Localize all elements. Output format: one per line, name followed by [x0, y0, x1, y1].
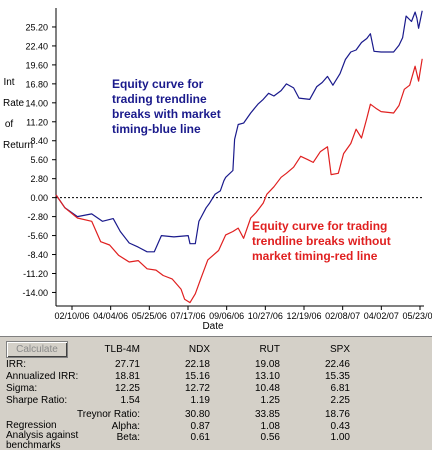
stat-value: 10.48 — [254, 383, 280, 394]
stat-value: 12.72 — [184, 383, 210, 394]
red-annotation-line: market timing-red line — [252, 249, 378, 263]
column-header: TLB-4M — [104, 344, 140, 355]
y-tick-label: 25.20 — [25, 22, 48, 32]
y-tick-label: 2.80 — [30, 174, 48, 184]
regression-metric-label: Beta: — [116, 432, 140, 443]
y-tick-label: -5.60 — [27, 231, 48, 241]
x-tick-label: 02/10/06 — [54, 311, 89, 321]
chart-area: Int Rate of Return 25.20 22.40 19.60 16.80 1… — [3, 8, 432, 332]
stat-value: 27.71 — [114, 359, 140, 370]
column-header: NDX — [188, 344, 210, 355]
x-tick-label: 05/25/06 — [132, 311, 167, 321]
calculate-button[interactable]: Calculate — [6, 341, 68, 358]
stat-label: IRR: — [6, 359, 26, 370]
blue-annotation-line: Equity curve for — [112, 77, 204, 91]
regression-value: 0.56 — [260, 432, 280, 443]
x-tick-label: 10/27/06 — [248, 311, 283, 321]
stat-value: 15.35 — [324, 371, 350, 382]
stat-value: 12.25 — [114, 383, 140, 394]
y-tick-label: -8.40 — [27, 250, 48, 260]
regression-value: 30.80 — [184, 409, 210, 420]
regression-value: 33.85 — [254, 409, 280, 420]
blue-annotation-line: timing-blue line — [112, 122, 201, 136]
stat-value: 1.25 — [260, 395, 280, 406]
regression-value: 1.08 — [260, 421, 280, 432]
red-equity-line — [55, 58, 423, 304]
stat-value: 15.16 — [184, 371, 210, 382]
stat-label: Sharpe Ratio: — [6, 395, 68, 406]
y-tick-label: 22.40 — [25, 41, 48, 51]
stat-label: Annualized IRR: — [6, 371, 79, 382]
y-tick-label: 11.20 — [26, 117, 48, 127]
y-tick-label: -11.20 — [23, 269, 48, 279]
blue-annotation-line: trading trendline — [112, 92, 207, 106]
y-tick-label: 19.60 — [25, 60, 48, 70]
y-axis-label-word: Rate — [3, 98, 25, 109]
stat-value: 6.81 — [330, 383, 350, 394]
stat-value: 22.18 — [184, 359, 210, 370]
y-tick-label: 8.40 — [30, 136, 48, 146]
regression-value: 0.87 — [190, 421, 210, 432]
y-axis-label-word: of — [4, 119, 14, 130]
stat-value: 19.08 — [254, 359, 280, 370]
x-tick-label: 12/19/06 — [286, 311, 321, 321]
red-annotation-line: Equity curve for trading — [252, 219, 387, 233]
stat-value: 22.46 — [324, 359, 350, 370]
stat-value: 1.54 — [120, 395, 140, 406]
stat-value: 18.81 — [114, 371, 140, 382]
stat-value: 2.25 — [330, 395, 350, 406]
regression-metric-label: Treynor Ratio: — [77, 409, 140, 420]
column-header: SPX — [329, 344, 350, 355]
regression-metric-label: Alpha: — [111, 421, 140, 432]
y-tick-label: 5.60 — [30, 155, 48, 165]
column-header: RUT — [259, 344, 280, 355]
stat-value: 13.10 — [254, 371, 280, 382]
blue-equity-line — [55, 10, 423, 253]
regression-value: 18.76 — [324, 409, 350, 420]
y-axis-label-word: Int — [3, 77, 15, 88]
regression-value: 0.43 — [330, 421, 350, 432]
regression-label: Analysis against — [6, 430, 79, 441]
x-tick-label: 04/04/06 — [93, 311, 128, 321]
x-tick-label: 07/17/06 — [170, 311, 205, 321]
y-tick-label: 14.00 — [25, 98, 48, 108]
regression-label: benchmarks — [6, 440, 61, 451]
regression-value: 0.61 — [190, 432, 210, 443]
red-annotation-line: trendline breaks without — [252, 234, 391, 248]
stats-panel: Calculate TLB-4M NDX RUT SPX IRR: 27.71 … — [0, 336, 432, 451]
regression-value: 1.00 — [330, 432, 350, 443]
regression-label: Regression — [6, 420, 57, 431]
y-tick-label: -2.80 — [27, 212, 48, 222]
x-tick-label: 02/08/07 — [325, 311, 360, 321]
stat-label: Sigma: — [6, 383, 38, 394]
y-tick-label: -14.00 — [22, 288, 48, 298]
x-axis-label: Date — [202, 321, 224, 332]
y-tick-label: 0.00 — [30, 193, 48, 203]
equity-chart: 25.20 22.40 19.60 16.80 14.00 11.20 8.40 5.60 2.… — [22, 8, 432, 332]
blue-annotation-line: breaks with market — [112, 107, 221, 121]
y-tick-label: 16.80 — [25, 79, 48, 89]
x-tick-label: 09/06/06 — [209, 311, 244, 321]
x-tick-label: 04/02/07 — [364, 311, 399, 321]
x-tick-label: 05/23/07 — [402, 311, 432, 321]
stat-value: 1.19 — [190, 395, 210, 406]
